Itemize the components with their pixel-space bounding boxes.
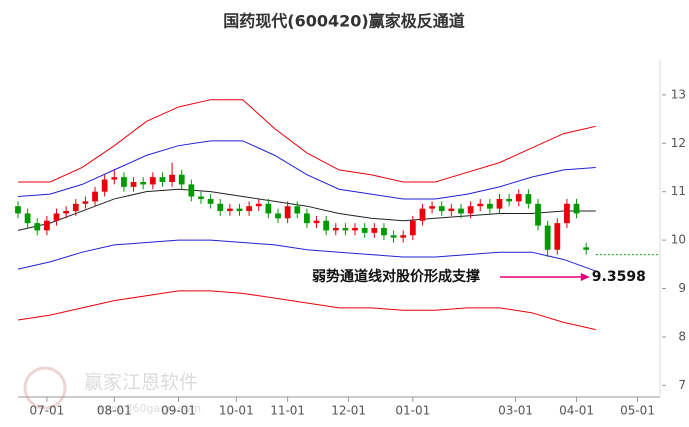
x-tick-label: 12-01 — [331, 404, 366, 418]
candle-body — [448, 208, 455, 212]
candle-body — [101, 179, 108, 192]
candle-body — [236, 208, 243, 212]
candle-body — [217, 203, 224, 212]
y-tick-label: 11 — [671, 184, 686, 198]
y-tick-label: 13 — [671, 87, 686, 101]
candle-body — [323, 220, 330, 231]
watermark-logo — [23, 366, 67, 410]
candle-body — [121, 177, 127, 187]
candle-body — [169, 174, 175, 182]
candle-body — [458, 208, 464, 214]
watermark: 赢家江恩软件 www.360gann.com — [23, 366, 201, 415]
candle-body — [44, 220, 50, 231]
x-tick-label: 08-01 — [97, 404, 132, 418]
candle-body — [506, 198, 513, 202]
x-tick-label: 05-01 — [620, 404, 655, 418]
candle-body — [467, 206, 474, 214]
candle-body — [111, 177, 118, 180]
x-tick-label: 10-01 — [219, 404, 254, 418]
candle-body — [525, 194, 532, 204]
candle-body — [419, 208, 426, 221]
candle-body — [371, 227, 378, 233]
watermark-url: www.360gann.com — [96, 402, 201, 415]
candle-body — [226, 208, 233, 212]
channel-line — [18, 99, 596, 183]
candle-body — [535, 203, 541, 226]
channel-line — [17, 290, 596, 331]
candle-body — [265, 203, 272, 214]
x-tick-label: 01-01 — [395, 404, 430, 418]
candle-body — [429, 206, 435, 209]
candle-body — [188, 184, 195, 197]
candle-body — [255, 203, 262, 207]
candle-body — [92, 191, 98, 202]
candle-body — [198, 196, 204, 199]
candle-body — [207, 198, 214, 204]
candle-body — [246, 206, 253, 212]
candle-body — [390, 235, 397, 238]
candle-body — [342, 227, 349, 231]
y-tick-label: 8 — [678, 329, 686, 343]
candle-body — [53, 213, 60, 221]
candle-body — [409, 220, 416, 236]
annotation-arrowhead — [580, 273, 590, 281]
candle-body — [477, 203, 484, 207]
x-tick-label: 04-01 — [559, 404, 594, 418]
candle-body — [294, 206, 301, 214]
candle-body — [24, 213, 31, 224]
channel-line — [17, 239, 596, 272]
candle-body — [438, 206, 445, 212]
x-tick-label: 03-01 — [498, 404, 533, 418]
x-tick-label: 07-01 — [29, 404, 64, 418]
candle-body — [178, 174, 185, 185]
candle-body — [34, 223, 41, 231]
candle-body — [149, 177, 156, 185]
candle-body — [496, 198, 503, 209]
candle-body — [63, 211, 70, 214]
candle-body — [159, 177, 166, 182]
candle-body — [313, 220, 320, 224]
y-tick-label: 12 — [671, 136, 686, 150]
candle-body — [486, 203, 493, 209]
candle-body — [544, 225, 551, 250]
candle-body — [573, 203, 580, 214]
candle-body — [381, 227, 387, 236]
annotation-text: 弱势通道线对股价形成支撑 — [312, 268, 480, 285]
candle-body — [564, 203, 570, 224]
y-tick-label: 7 — [678, 378, 686, 392]
candle-body — [583, 247, 590, 250]
candle-body — [352, 227, 358, 231]
candle-body — [130, 181, 137, 187]
candle-body — [140, 181, 147, 185]
candle-body — [82, 201, 89, 204]
candle-body — [361, 227, 368, 233]
candle-body — [400, 235, 407, 238]
candle-body — [554, 223, 561, 250]
x-tick-label: 09-01 — [161, 404, 196, 418]
y-tick-label: 9 — [678, 281, 686, 295]
candle-body — [304, 213, 310, 224]
candle-body — [15, 206, 21, 214]
channel-line — [17, 188, 596, 231]
candle-body — [332, 227, 339, 231]
candle-body — [72, 203, 79, 212]
y-tick-label: 10 — [671, 233, 686, 247]
candle-body — [275, 213, 281, 219]
x-tick-label: 11-01 — [270, 404, 305, 418]
annotation-value: 9.3598 — [592, 269, 646, 285]
chart-title: 国药现代(600420)赢家极反通道 — [223, 12, 464, 31]
watermark-text: 赢家江恩软件 — [84, 372, 198, 394]
candle-body — [284, 206, 291, 219]
candle-body — [515, 194, 522, 202]
